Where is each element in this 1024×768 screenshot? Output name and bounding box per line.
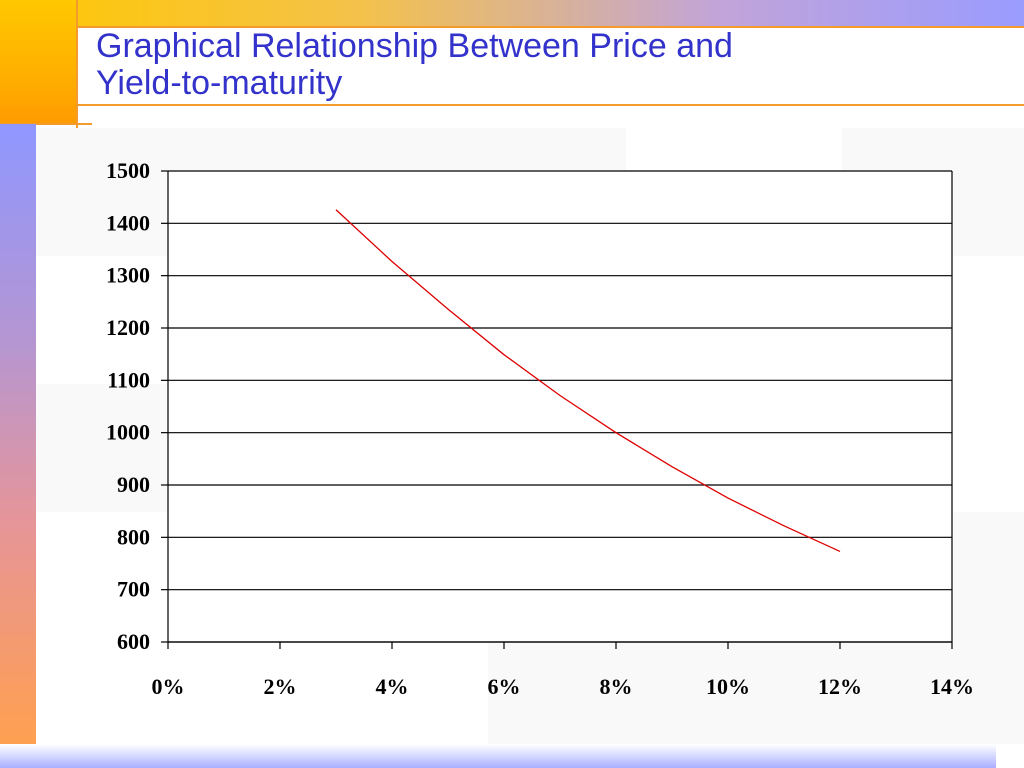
x-tick-label: 2%: [264, 674, 297, 699]
y-tick-label: 800: [117, 524, 150, 549]
axes: [161, 170, 953, 649]
bottom-gradient-bar: [0, 744, 996, 768]
top-gradient-bar: [0, 0, 1024, 28]
left-gradient-bar: [0, 124, 36, 744]
y-tick-label: 700: [117, 577, 150, 602]
x-tick-label: 4%: [376, 674, 409, 699]
y-tick-label: 1200: [106, 315, 150, 340]
price-yield-line: [335, 209, 841, 553]
plot-area: [168, 171, 952, 642]
y-tick-label: 1300: [106, 263, 150, 288]
top-accent-line: [78, 26, 1024, 28]
x-tick-label: 6%: [488, 674, 521, 699]
corner-horizontal-line: [0, 123, 92, 125]
x-tick-label: 14%: [930, 674, 974, 699]
slide-title-line-2: Yield-to-maturity: [96, 64, 343, 102]
y-tick-label: 600: [117, 629, 150, 654]
y-tick-label: 1400: [106, 210, 150, 235]
corner-accent-block: [0, 0, 76, 124]
title-underline: [78, 104, 1024, 106]
series: [335, 209, 841, 553]
y-tick-label: 1500: [106, 158, 150, 183]
x-tick-label: 10%: [706, 674, 750, 699]
slide-title: Graphical Relationship Between Price and…: [96, 28, 996, 102]
x-tick-label: 12%: [818, 674, 862, 699]
gridlines: [168, 170, 952, 643]
x-tick-label: 8%: [600, 674, 633, 699]
y-tick-label: 1100: [107, 367, 150, 392]
y-tick-label: 1000: [106, 420, 150, 445]
x-tick-label: 0%: [152, 674, 185, 699]
y-tick-label: 900: [117, 472, 150, 497]
corner-vertical-line: [76, 0, 78, 148]
slide-title-line-1: Graphical Relationship Between Price and: [96, 27, 733, 65]
